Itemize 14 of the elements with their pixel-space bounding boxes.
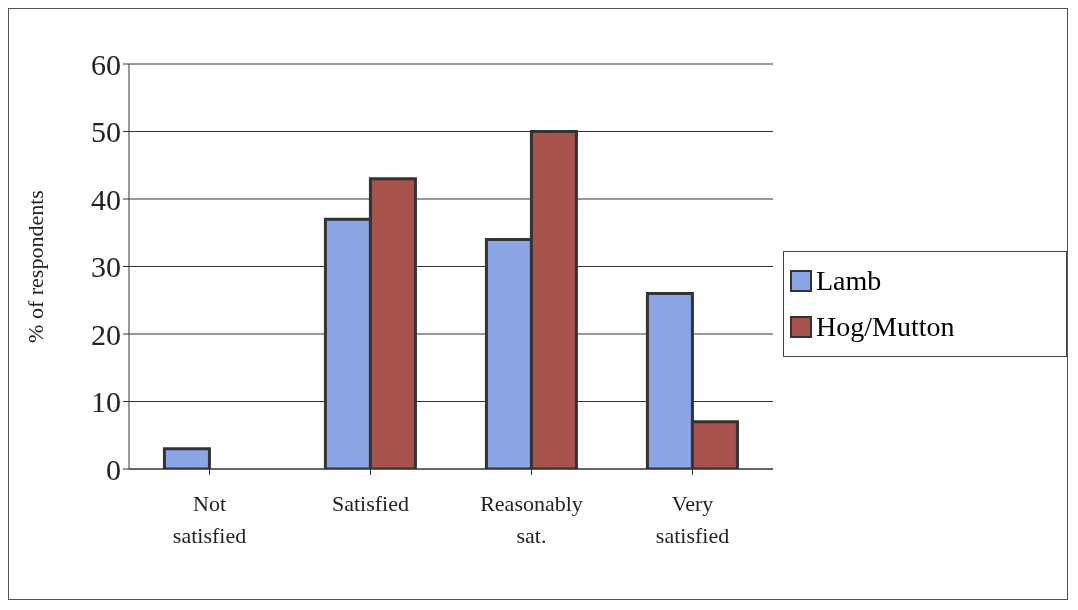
y-axis-title: % of respondents	[22, 190, 48, 343]
y-tick-label: 40	[91, 182, 121, 216]
y-tick-label: 30	[91, 250, 121, 284]
y-tick-label: 60	[91, 47, 121, 81]
x-tick-label: Reasonably sat.	[480, 491, 583, 548]
legend-label: Hog/Mutton	[816, 311, 955, 343]
x-tick-label: Not satisfied	[172, 491, 247, 548]
y-tick-label: 20	[91, 317, 121, 351]
legend-label: Lamb	[816, 265, 882, 297]
y-tick-label: 0	[106, 452, 121, 486]
y-tick-label: 50	[91, 115, 121, 149]
x-tick-label: Satisfied	[332, 491, 409, 516]
y-tick-label: 10	[91, 385, 121, 419]
x-tick-label: Very satisfied	[655, 491, 730, 548]
